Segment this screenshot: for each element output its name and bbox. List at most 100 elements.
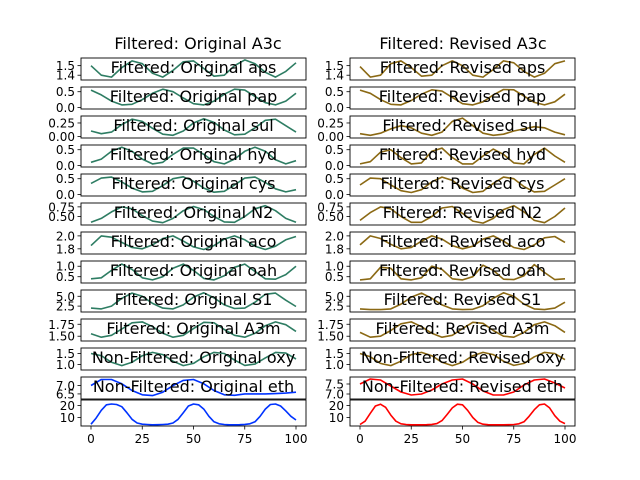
series-line xyxy=(90,263,297,281)
y-tick-label: 10 xyxy=(329,411,344,425)
panel-1-3: 0.0 0.5 Filtered: Revised hyd xyxy=(325,143,576,173)
panel-title: Filtered: Revised aco xyxy=(380,232,546,251)
y-tick-label: 0.5 xyxy=(325,172,344,186)
y-tick-label: 6.5 xyxy=(56,387,75,401)
y-tick-label: 1.4 xyxy=(56,69,75,83)
y-tick-label: 1.0 xyxy=(56,260,75,274)
panel-title: Filtered: Original pap xyxy=(110,87,278,106)
y-tick-label: 0.5 xyxy=(56,143,75,157)
series-line xyxy=(90,378,297,397)
x-tick-label: 100 xyxy=(554,432,577,446)
panel-0-2: 0.000.25 Filtered: Original sul xyxy=(48,115,307,144)
panel-title: Non-Filtered: Revised oxy xyxy=(361,348,564,367)
panel-1-7: 0.51.0 Filtered: Revised oah xyxy=(325,260,576,284)
series-line xyxy=(90,88,297,106)
series-line xyxy=(359,321,566,339)
panel-title: Non-Filtered: Original eth xyxy=(93,377,294,396)
series-line xyxy=(359,60,566,78)
y-tick-label: 0.25 xyxy=(48,116,75,130)
x-tick-label: 0 xyxy=(87,432,95,446)
series-line xyxy=(359,291,566,311)
series-line xyxy=(90,59,297,78)
panel-frame xyxy=(80,260,307,284)
y-tick-label: 7.5 xyxy=(325,378,344,392)
y-tick-label: 0.5 xyxy=(325,270,344,284)
panel-1-9: 1.501.75 Filtered: Revised A3m xyxy=(317,318,576,344)
y-tick-label: 0.0 xyxy=(325,159,344,173)
panel-title: Filtered: Revised A3m xyxy=(375,319,549,338)
y-tick-label: 0.5 xyxy=(56,172,75,186)
series-line xyxy=(359,263,566,281)
panel-0-0: 1.41.5 Filtered: Original aps xyxy=(56,57,307,83)
right-column-title: Filtered: Revised A3c xyxy=(379,34,546,53)
panel-title: Filtered: Original S1 xyxy=(115,290,273,309)
series-line xyxy=(359,235,566,251)
y-tick-label: 0.0 xyxy=(325,188,344,202)
y-tick-label: 0.5 xyxy=(56,85,75,99)
y-tick-label: 0.5 xyxy=(325,143,344,157)
x-tick-label: 50 xyxy=(186,432,201,446)
panel-1-8: 2.55.0 Filtered: Revised S1 xyxy=(325,289,576,314)
panel-frame xyxy=(80,115,307,139)
y-tick-label: 5.0 xyxy=(56,290,75,304)
panel-title: Filtered: Original oah xyxy=(110,261,277,280)
y-tick-label: 1.5 xyxy=(56,59,75,73)
y-tick-label: 20 xyxy=(329,399,344,413)
x-tick-label: 0 xyxy=(356,432,364,446)
panel-title: Filtered: Original aps xyxy=(111,58,277,77)
panel-title: Filtered: Original aco xyxy=(111,232,277,251)
panel-title: Filtered: Revised cys xyxy=(381,174,545,193)
x-tick-label: 50 xyxy=(455,432,470,446)
y-tick-label: 0.0 xyxy=(325,101,344,115)
series-line xyxy=(90,321,297,339)
y-tick-label: 0.75 xyxy=(48,200,75,214)
panel-title: Filtered: Original A3m xyxy=(106,319,280,338)
series-line xyxy=(90,176,297,193)
panel-title: Filtered: Original sul xyxy=(113,116,273,135)
series-line xyxy=(90,204,297,224)
panel-1-1: 0.0 0.5 Filtered: Revised pap xyxy=(325,85,576,115)
panel-1-4: 0.0 0.5 Filtered: Revised cys xyxy=(325,172,576,202)
y-tick-label: 2.5 xyxy=(325,300,344,314)
panel-0-1: 0.0 0.5 Filtered: Original pap xyxy=(56,85,307,115)
y-tick-label: 5.0 xyxy=(325,290,344,304)
y-tick-label: 0.0 xyxy=(56,159,75,173)
panel-0-3: 0.0 0.5 Filtered: Original hyd xyxy=(56,143,307,173)
panel-title: Non-Filtered: Revised eth xyxy=(362,377,563,396)
y-tick-label: 0.5 xyxy=(56,270,75,284)
y-tick-label: 2.5 xyxy=(56,300,75,314)
y-tick-label: 1.0 xyxy=(325,260,344,274)
y-tick-label: 2.0 xyxy=(56,229,75,243)
series-line xyxy=(90,146,297,165)
y-tick-label: 1.75 xyxy=(48,318,75,332)
panel-title: Filtered: Revised N2 xyxy=(383,203,542,222)
left-column-title: Filtered: Original A3c xyxy=(114,34,281,53)
panel-title: Filtered: Revised oah xyxy=(379,261,546,280)
y-tick-label: 1.0 xyxy=(325,358,344,372)
series-line xyxy=(90,403,297,426)
series-line xyxy=(359,378,566,396)
y-tick-label: 1.4 xyxy=(325,69,344,83)
y-tick-label: 20 xyxy=(60,399,75,413)
panel-frame xyxy=(80,202,307,226)
panel-1-10: 1.01.5 Non-Filtered: Revised oxy xyxy=(325,347,576,372)
y-tick-label: 7.0 xyxy=(325,388,344,402)
y-tick-label: 1.0 xyxy=(56,358,75,372)
y-tick-label: 10 xyxy=(60,411,75,425)
y-tick-label: 1.8 xyxy=(325,242,344,256)
y-tick-label: 0.00 xyxy=(48,130,75,144)
series-line xyxy=(359,351,566,367)
panel-frame xyxy=(80,57,307,81)
panel-title: Filtered: Original hyd xyxy=(110,145,277,164)
panel-0-10: 1.01.5 Non-Filtered: Original oxy xyxy=(56,347,307,372)
panel-0-8: 2.55.0 Filtered: Original S1 xyxy=(56,289,307,314)
y-tick-label: 0.50 xyxy=(317,210,344,224)
panel-frame xyxy=(349,173,576,197)
y-tick-label: 1.75 xyxy=(317,318,344,332)
y-tick-label: 0.5 xyxy=(325,85,344,99)
panel-0-11: 6.57.0 Non-Filtered: Original eth xyxy=(56,376,307,401)
series-line xyxy=(90,235,297,251)
panel-title: Filtered: Original cys xyxy=(111,174,275,193)
